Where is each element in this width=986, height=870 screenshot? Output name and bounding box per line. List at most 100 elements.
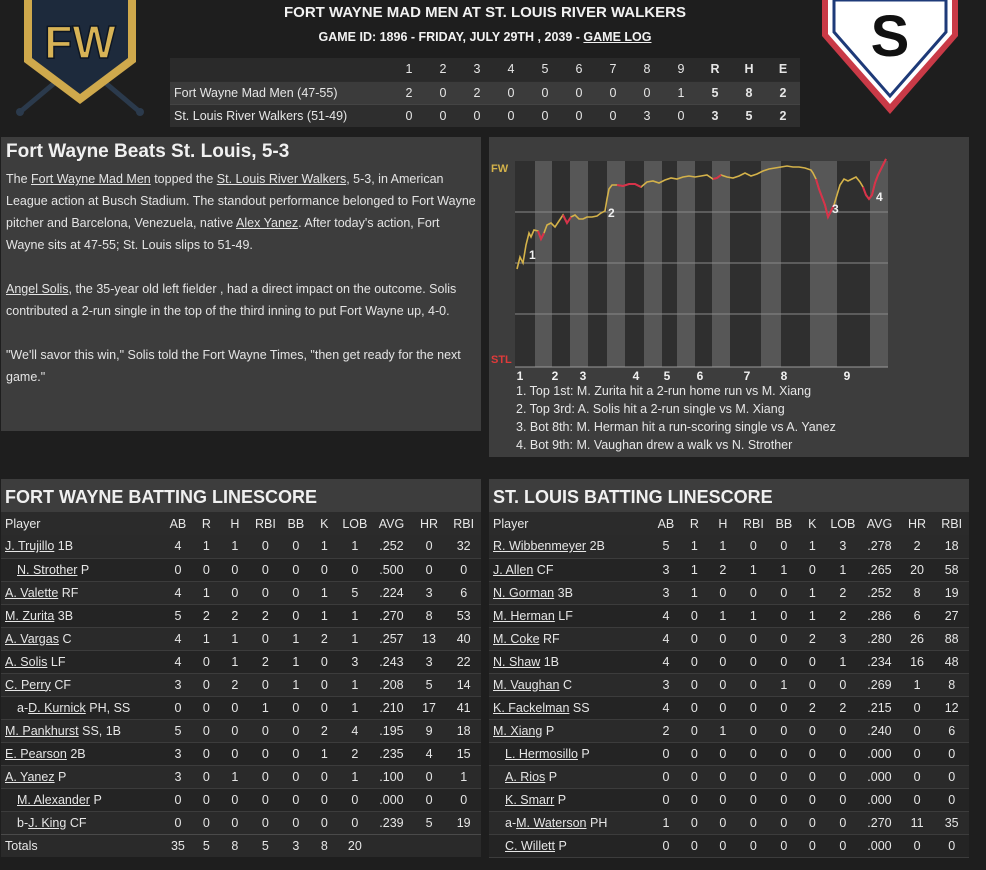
column-header[interactable]: K (798, 512, 827, 535)
stat-cell: 0 (320, 677, 328, 692)
stat-cell: 0 (202, 746, 210, 761)
player-name-link[interactable]: K. Fackelman (493, 700, 570, 715)
player-name-link[interactable]: C. Willett (505, 838, 555, 853)
column-header[interactable]: BB (281, 512, 311, 535)
player-name-link[interactable]: M. Vaughan (493, 677, 560, 692)
inning-label: 5 (664, 369, 671, 382)
column-header[interactable]: LOB (338, 512, 372, 535)
stat-cell: .270 (379, 608, 404, 623)
linescore-team-name[interactable]: St. Louis River Walkers (51-49) (170, 103, 392, 127)
stat-cell: 0 (351, 792, 359, 807)
player-name-link[interactable]: A. Valette (5, 585, 59, 600)
column-header[interactable]: RBI (934, 512, 969, 535)
team-link-st-louis[interactable]: St. Louis River Walkers (216, 172, 347, 186)
stat-cell: .252 (867, 585, 892, 600)
batting-row: E. Pearson 2B 3 0 0 0 0 1 2 .235 4 15 (1, 742, 481, 765)
player-name-link[interactable]: K. Smarr (505, 792, 555, 807)
stat-cell: 0 (839, 677, 847, 692)
stat-cell: 0 (690, 815, 698, 830)
player-link-angel-solis[interactable]: Angel Solis (6, 282, 69, 296)
player-name-link[interactable]: M. Coke (493, 631, 540, 646)
player-name-link[interactable]: N. Shaw (493, 654, 541, 669)
linescore-runs: 3 (698, 103, 732, 127)
column-header[interactable]: HR (899, 512, 935, 535)
column-header[interactable]: H (220, 512, 250, 535)
player-name-link[interactable]: J. Trujillo (5, 539, 55, 554)
player-name-link[interactable]: M. Zurita (5, 608, 55, 623)
column-header[interactable]: RBI (446, 512, 481, 535)
stat-cell: 0 (231, 746, 239, 761)
linescore-away-row: Fort Wayne Mad Men (47-55) 2 0 2 0 0 0 0… (170, 80, 800, 104)
column-header[interactable]: AVG (859, 512, 900, 535)
stat-cell: 1 (749, 608, 757, 623)
batting-row: A. Valette RF 4 1 0 0 0 1 5 .224 3 6 (1, 581, 481, 604)
player-name-link[interactable]: N. Gorman (493, 585, 555, 600)
stat-cell: .195 (379, 723, 404, 738)
column-header[interactable]: AB (651, 512, 681, 535)
stat-cell: 32 (456, 539, 471, 554)
stat-cell: 0 (719, 769, 727, 784)
player-name-link[interactable]: D. Kurnick (28, 700, 86, 715)
fort-wayne-logo: FW (16, 0, 144, 116)
player-name-link[interactable]: R. Wibbenmeyer (493, 539, 587, 554)
player-name-link[interactable]: N. Strother (17, 562, 78, 577)
team-link-fort-wayne[interactable]: Fort Wayne Mad Men (31, 172, 151, 186)
recap-quote: "We'll savor this win," Solis told the F… (6, 348, 461, 384)
wp-marker: 3 (832, 202, 839, 216)
column-header[interactable]: HR (411, 512, 447, 535)
column-header[interactable]: Player (1, 512, 164, 535)
player-name-link[interactable]: M. Alexander (17, 792, 90, 807)
player-link-alex-yanez[interactable]: Alex Yanez (236, 216, 299, 230)
stat-cell: .243 (379, 654, 404, 669)
column-header[interactable]: H (708, 512, 738, 535)
linescore-team-name[interactable]: Fort Wayne Mad Men (47-55) (170, 80, 392, 104)
player-name-link[interactable]: J. Allen (493, 562, 534, 577)
column-header[interactable]: RBI (249, 512, 282, 535)
column-header[interactable]: AVG (371, 512, 412, 535)
player-name-link[interactable]: A. Vargas (5, 631, 59, 646)
linescore-inning-header: 2 (426, 58, 460, 81)
player-name-link[interactable]: A. Rios (505, 769, 546, 784)
stat-cell: .235 (379, 746, 404, 761)
stat-cell: 0 (749, 654, 757, 669)
column-header[interactable]: RBI (737, 512, 770, 535)
column-header[interactable]: R (680, 512, 709, 535)
stat-cell: .000 (379, 792, 404, 807)
player-name-link[interactable]: E. Pearson (5, 746, 67, 761)
recap-text: The (6, 172, 32, 186)
stat-cell: 0 (202, 700, 210, 715)
player-name-link[interactable]: C. Perry (5, 677, 51, 692)
stat-cell: 0 (231, 700, 239, 715)
player-name-link[interactable]: M. Herman (493, 608, 555, 623)
player-name-link[interactable]: J. King (28, 815, 67, 830)
linescore-inning-header: 7 (596, 58, 630, 81)
column-header[interactable]: BB (769, 512, 799, 535)
column-header[interactable]: K (310, 512, 339, 535)
stat-cell: 18 (944, 539, 959, 554)
stat-cell: 88 (944, 631, 959, 646)
stat-cell: 2 (320, 631, 328, 646)
player-cell: M. Pankhurst SS, 1B (1, 719, 164, 742)
player-name-link[interactable]: M. Xiang (493, 723, 543, 738)
game-log-link[interactable]: GAME LOG (583, 30, 652, 44)
player-name-link[interactable]: A. Yanez (5, 769, 55, 784)
column-header[interactable]: LOB (826, 512, 860, 535)
stat-cell: 2 (351, 746, 359, 761)
stat-cell: 5 (425, 815, 433, 830)
column-header[interactable]: AB (163, 512, 193, 535)
player-name-link[interactable]: A. Solis (5, 654, 48, 669)
stat-cell: 1 (780, 677, 788, 692)
key-play-item: 2. Top 3rd: A. Solis hit a 2-run single … (516, 402, 785, 416)
player-name-link[interactable]: L. Hermosillo (505, 746, 578, 761)
stat-cell: 35 (944, 815, 959, 830)
player-name-link[interactable]: M. Pankhurst (5, 723, 79, 738)
game-title: FORT WAYNE MAD MEN AT ST. LOUIS RIVER WA… (284, 4, 686, 21)
column-header[interactable]: Player (489, 512, 652, 535)
column-header[interactable]: R (192, 512, 221, 535)
player-position: SS, 1B (78, 723, 122, 738)
stat-cell: 0 (913, 700, 921, 715)
stat-cell: 5 (662, 539, 670, 554)
player-name-link[interactable]: M. Waterson (516, 815, 587, 830)
stat-cell: 15 (456, 746, 471, 761)
stat-cell: 0 (320, 654, 328, 669)
